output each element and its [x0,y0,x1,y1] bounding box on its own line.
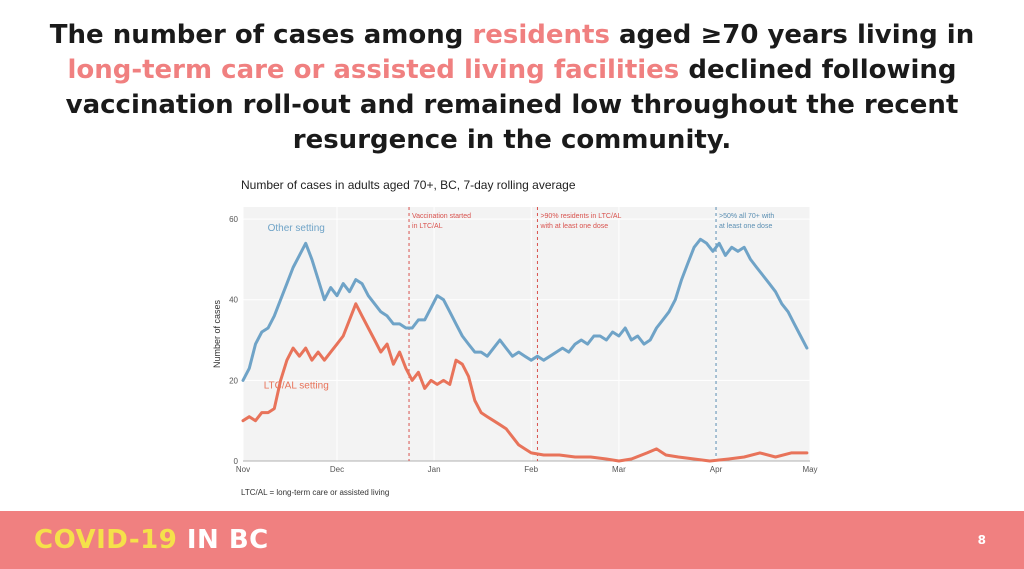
headline-text: declined following vaccination roll-out … [65,55,959,155]
headline-highlight: long-term care or assisted living facili… [67,55,680,85]
series-line-1 [241,302,809,463]
headline-text: The number of cases among [49,20,473,50]
slide-headline: The number of cases among residents aged… [40,18,984,158]
annotation-text: Vaccination started [412,213,471,220]
y-tick-label: 60 [229,215,238,224]
annotation-text: >90% residents in LTC/AL [540,213,621,220]
x-tick-label: Mar [612,465,626,474]
chart-footnote: LTC/AL = long-term care or assisted livi… [241,488,390,497]
y-tick-label: 40 [229,296,238,305]
y-tick-label: 0 [234,457,239,466]
chart-container: Number of cases in adults aged 70+, BC, … [205,174,825,504]
annotation-text: at least one dose [719,223,772,230]
series-label: LTC/AL setting [264,380,329,391]
x-tick-label: Dec [330,465,344,474]
x-tick-label: Feb [524,465,538,474]
footer-brand: COVID-19 IN BC [34,525,269,555]
line-chart: 0 20 40 60 Nov Dec Jan Feb Mar Apr May Number of ca… [212,207,818,474]
annotation-text: with at least one dose [539,223,608,230]
headline-text: aged ≥70 years living in [609,20,975,50]
x-tick-label: May [802,465,817,474]
brand-covid: COVID-19 [34,525,178,555]
footer-bar: COVID-19 IN BC 8 [0,511,1024,569]
x-tick-label: Jan [428,465,441,474]
series-line-0 [241,237,809,382]
series-label: Other setting [268,223,325,234]
annotation-text: >50% all 70+ with [719,213,774,220]
annotation-text: in LTC/AL [412,223,443,230]
brand-in-bc: IN BC [177,525,269,555]
y-axis-label: Number of cases [212,299,222,368]
y-tick-label: 20 [229,376,238,385]
chart-title: Number of cases in adults aged 70+, BC, … [241,178,576,192]
x-tick-label: Apr [710,465,723,474]
page-number: 8 [977,533,986,547]
headline-highlight: residents [472,20,610,50]
x-tick-label: Nov [236,465,250,474]
plot-panel [243,207,810,461]
